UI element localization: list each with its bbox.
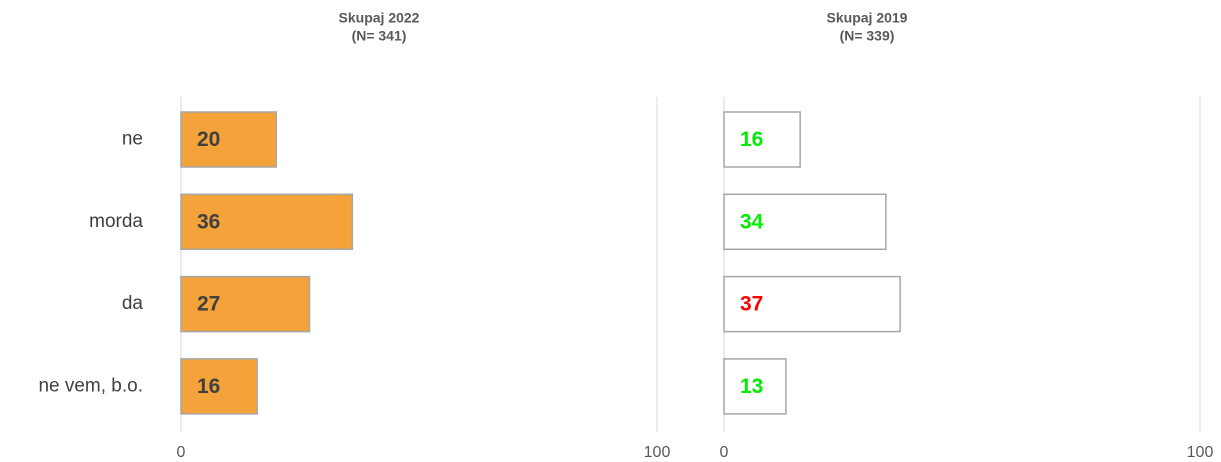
bar	[180, 275, 311, 333]
data-label: 20	[197, 128, 220, 151]
bar	[180, 111, 277, 168]
bar	[723, 193, 887, 251]
bar	[723, 275, 901, 333]
bar	[723, 111, 801, 168]
bar	[723, 358, 787, 415]
x-tick-label: 100	[1187, 444, 1214, 461]
data-label: 34	[740, 210, 764, 233]
data-label: 13	[740, 375, 763, 398]
chart-title: Skupaj 2019	[827, 10, 908, 26]
category-label: morda	[89, 211, 143, 232]
category-label: ne	[122, 129, 143, 150]
data-label: 36	[197, 210, 220, 233]
x-tick-label: 100	[644, 444, 671, 461]
data-label: 16	[197, 375, 220, 398]
bar	[180, 358, 258, 415]
bar	[180, 193, 354, 251]
data-label: 16	[740, 128, 763, 151]
data-label: 27	[197, 293, 220, 316]
data-label: 37	[740, 293, 763, 316]
x-tick-label: 0	[177, 444, 186, 461]
category-label: da	[122, 293, 144, 314]
category-label: ne vem, b.o.	[38, 375, 143, 396]
x-tick-label: 0	[720, 444, 729, 461]
chart-title: Skupaj 2022	[339, 10, 420, 26]
chart-subtitle: (N= 341)	[352, 28, 407, 44]
chart-subtitle: (N= 339)	[840, 28, 895, 44]
